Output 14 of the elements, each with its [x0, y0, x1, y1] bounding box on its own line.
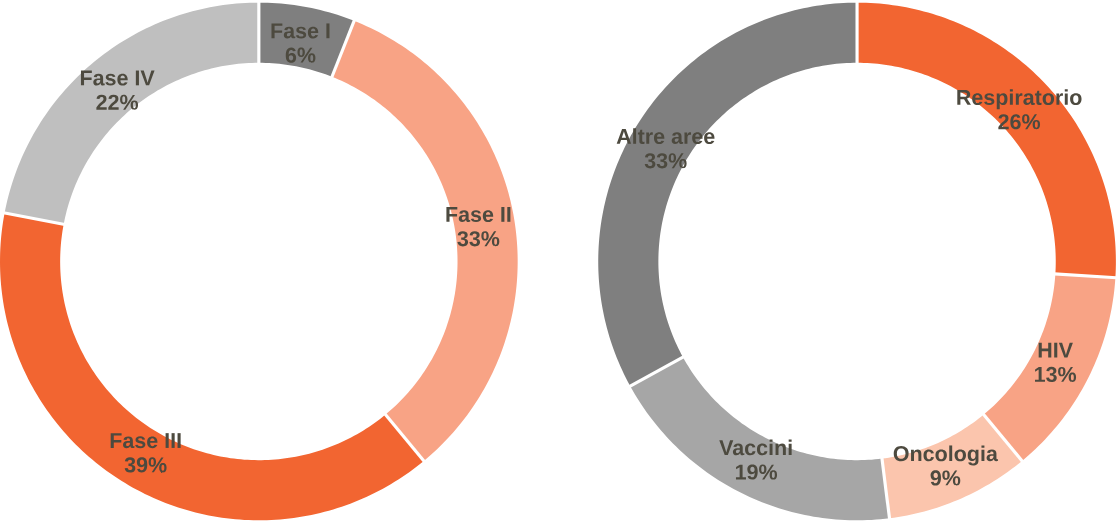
data-label: 19% [735, 464, 778, 480]
data-label: 33% [644, 153, 687, 169]
data-label: 9% [930, 470, 961, 486]
slice-label: Fase I [271, 23, 330, 39]
slice-label: HIV [1038, 342, 1073, 358]
data-label: 13% [1035, 366, 1077, 383]
slice-label: Vaccini [719, 439, 792, 456]
slice-label: Fase IV [80, 70, 155, 86]
data-label: 26% [998, 114, 1041, 130]
data-label: 33% [457, 231, 500, 247]
data-label: 39% [124, 457, 167, 473]
data-label: 6% [285, 47, 316, 63]
data-label: 22% [96, 94, 139, 110]
slice-label: Oncologia [893, 445, 999, 466]
